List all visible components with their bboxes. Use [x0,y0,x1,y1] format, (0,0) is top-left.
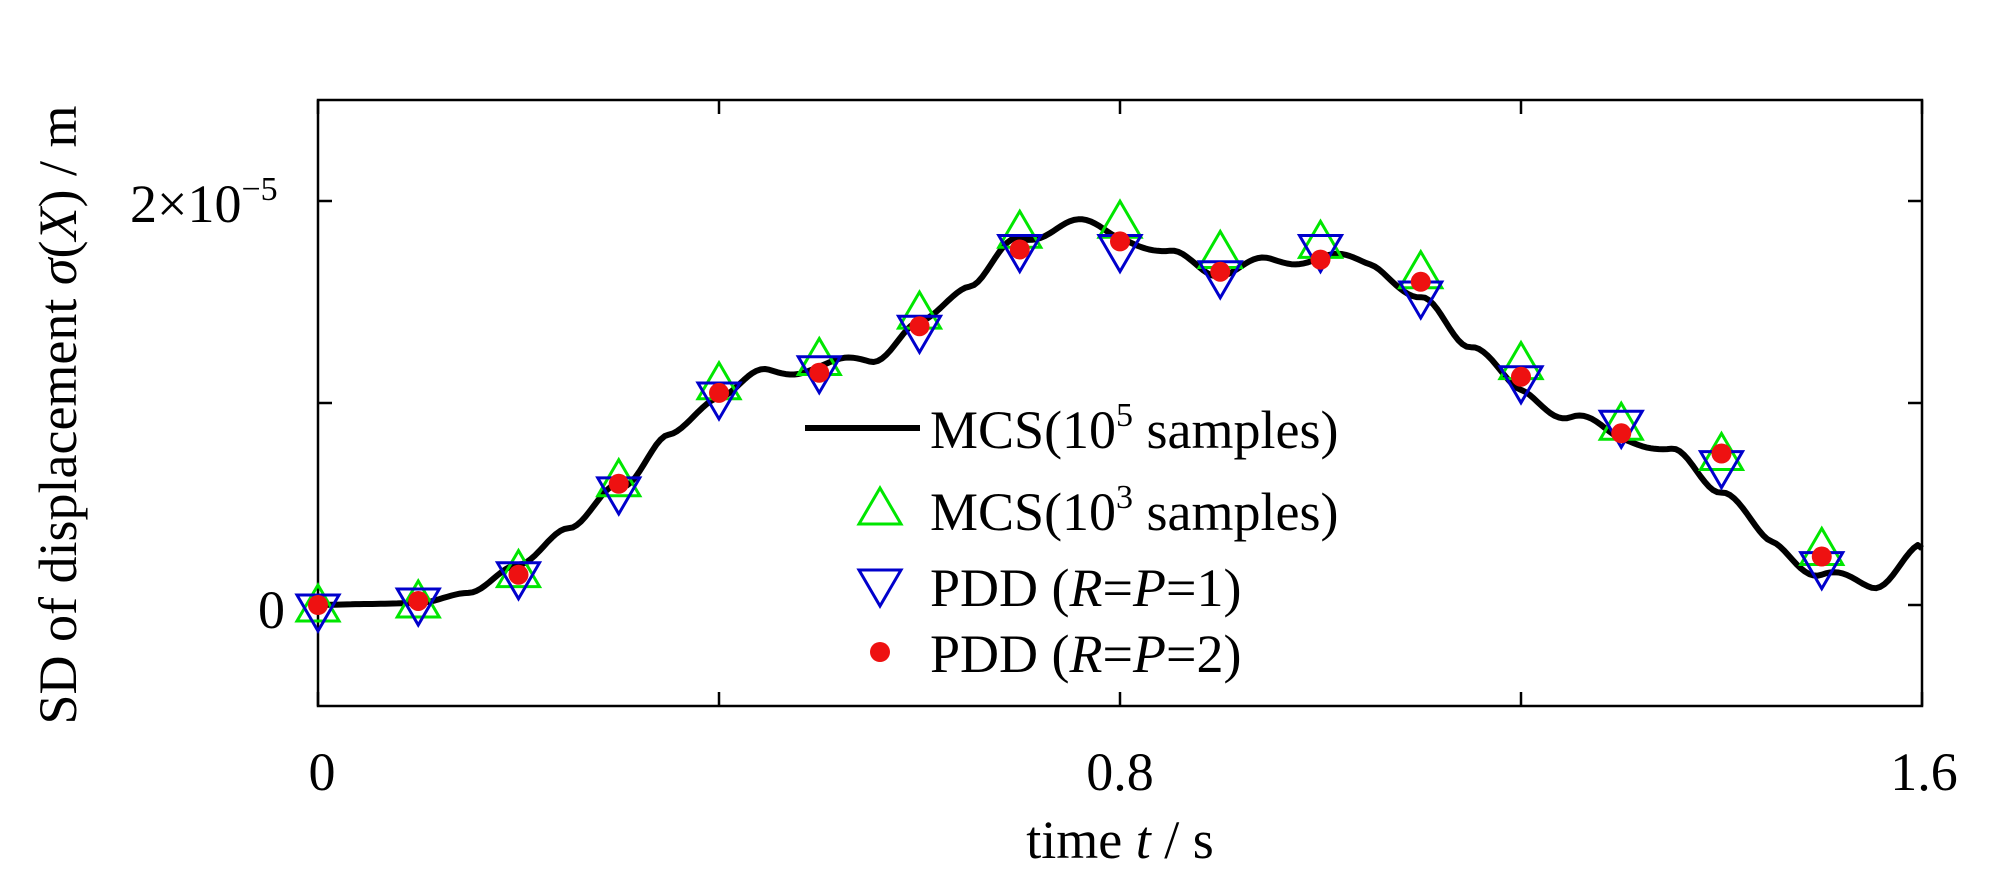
pdd-r2-point [508,564,529,585]
legend-label-mcs-1e3: MCS(103 samples) [930,479,1339,542]
x-tick-label-0: 0 [309,742,336,802]
legend-dot-swatch [870,642,890,662]
pdd-r2-point [408,590,429,611]
pdd-r2-point [1410,271,1431,292]
legend-entry-pdd-1: PDD (R=P=1) [856,558,1241,618]
mcs-1e3-point [394,577,442,619]
legend-label-mcs-1e5: MCS(105 samples) [930,397,1339,460]
pdd-r2-point [1711,443,1732,464]
mcs-1e3-point [294,582,342,623]
x-tick-label-0.8: 0.8 [1086,742,1154,802]
pdd-r2-point [308,595,328,615]
x-axis-label: time t / s [1026,810,1214,870]
legend-label-pdd-1: PDD (R=P=1) [930,558,1241,618]
pdd-r2-point [709,382,729,403]
pdd-r2-point [608,473,629,494]
x-tick-label-1.6: 1.6 [1890,742,1958,802]
y-tick-labels: 0 2×10−5 [130,171,285,640]
pdd-r1-point [996,234,1044,275]
legend-entry-mcs-1e3: MCS(103 samples) [856,479,1339,542]
series-pdd-r2-markers [308,231,1832,615]
legend-triangle-down-swatch [856,568,904,609]
y-tick-label-2e-5: 2×10−5 [130,171,278,234]
pdd-r1-point [1597,409,1645,451]
pdd-r2-point [909,316,930,337]
legend: MCS(105 samples) MCS(103 samples) PDD (R… [805,397,1339,684]
pdd-r2-point [1310,249,1331,270]
pdd-r2-point [1110,231,1130,252]
legend-entry-mcs-1e5: MCS(105 samples) [805,397,1339,460]
y-tick-label-0: 0 [258,580,285,640]
pdd-r2-point [1811,546,1832,567]
x-tick-labels: 0 0.8 1.6 [309,742,1958,802]
pdd-r1-point [1296,234,1345,275]
pdd-r2-point [1511,366,1531,387]
pdd-r2-point [1009,239,1030,260]
mcs-1e3-point [494,547,543,589]
legend-triangle-up-swatch [856,485,904,526]
pdd-r2-point [1611,423,1632,444]
legend-label-pdd-2: PDD (R=P=2) [930,624,1241,684]
pdd-r1-point [795,355,843,396]
legend-entry-pdd-2: PDD (R=P=2) [870,624,1241,684]
pdd-r2-point [1210,261,1231,282]
pdd-r1-point [394,587,442,628]
pdd-r2-point [809,362,830,383]
pdd-r1-point [494,561,543,602]
y-axis-label: SD of displacement σ(X) / m [28,105,88,724]
ticks [316,100,1924,706]
